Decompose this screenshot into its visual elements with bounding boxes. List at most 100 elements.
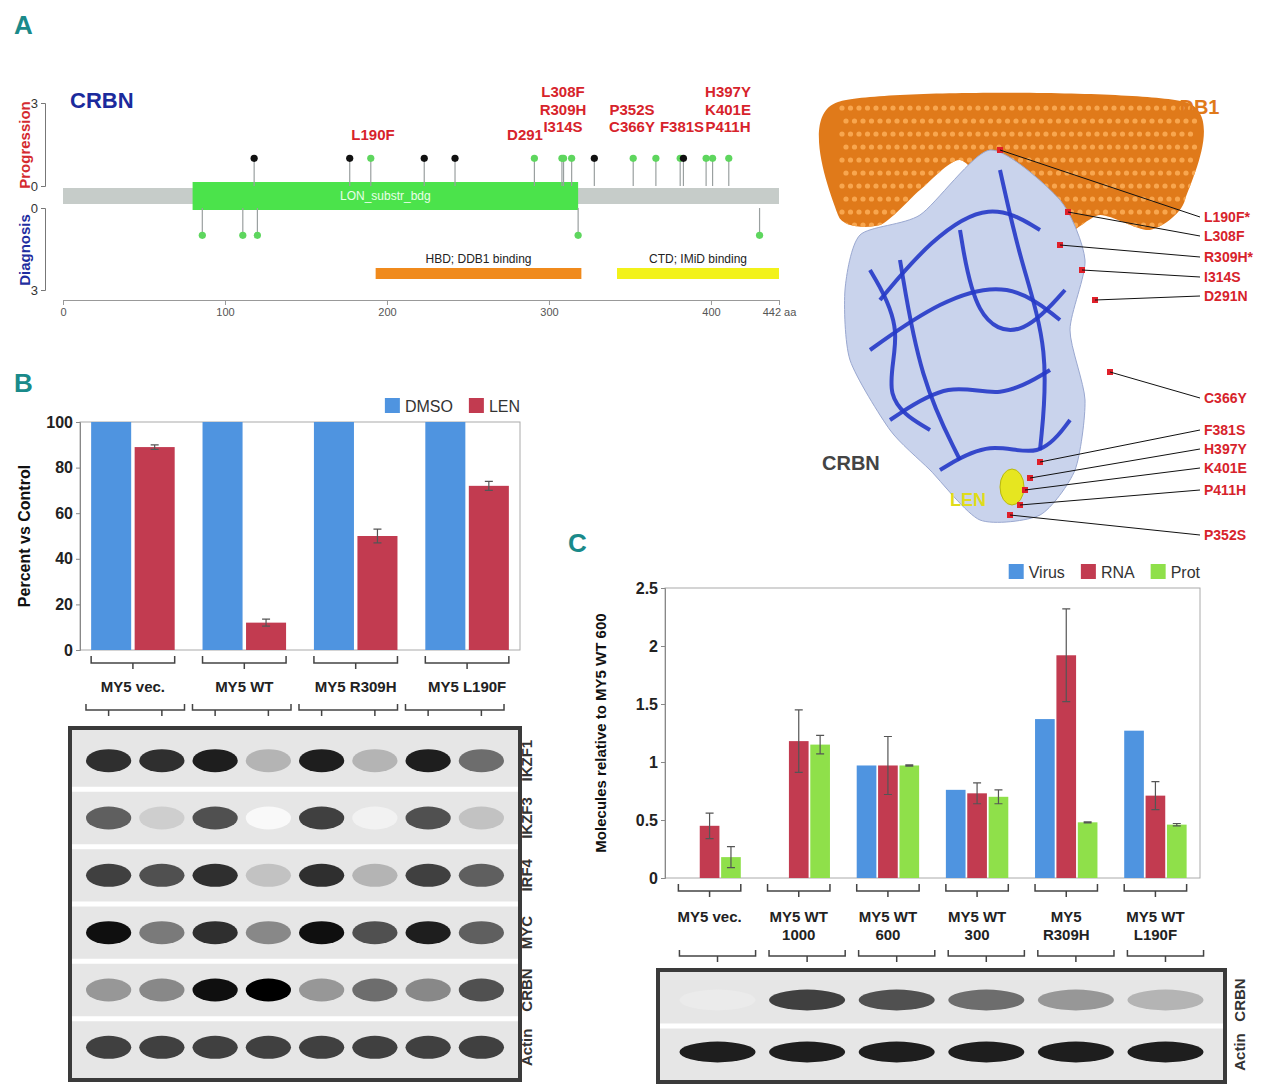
tick: 40 bbox=[55, 550, 80, 567]
surface-texture bbox=[907, 157, 912, 162]
lollipop-stem bbox=[680, 158, 681, 186]
lollipop-stem bbox=[728, 158, 729, 186]
surface-texture bbox=[903, 196, 908, 201]
surface-texture bbox=[984, 131, 989, 136]
blot-row-label: MYC bbox=[518, 916, 535, 950]
surface-texture bbox=[1137, 131, 1142, 136]
blot-band bbox=[352, 749, 397, 772]
surface-texture bbox=[967, 105, 972, 110]
surface-texture bbox=[1124, 170, 1129, 175]
category-bracket bbox=[857, 884, 919, 897]
surface-texture bbox=[1154, 157, 1159, 162]
surface-texture bbox=[839, 183, 844, 188]
crbn-surface bbox=[845, 150, 1086, 522]
leader-line bbox=[1020, 490, 1200, 505]
surface-texture bbox=[1128, 183, 1133, 188]
mutation-annotation: K401E bbox=[705, 101, 751, 118]
lollipop-chart: CRBNLON_substr_bdgHBD; DDB1 bindingCTD; … bbox=[16, 83, 797, 318]
blot-band bbox=[246, 807, 291, 830]
blot-band bbox=[769, 1042, 845, 1063]
surface-texture bbox=[1183, 196, 1188, 201]
surface-texture bbox=[1132, 144, 1137, 149]
surface-texture bbox=[1120, 105, 1125, 110]
surface-texture bbox=[1094, 105, 1099, 110]
surface-texture bbox=[950, 131, 955, 136]
blot-band bbox=[352, 807, 397, 830]
surface-texture bbox=[924, 183, 929, 188]
surface-texture bbox=[869, 222, 874, 227]
blot-row-label: Actin bbox=[518, 1029, 535, 1067]
category-bracket bbox=[91, 656, 175, 669]
surface-texture bbox=[873, 157, 878, 162]
surface-texture bbox=[839, 105, 844, 110]
surface-texture bbox=[975, 105, 980, 110]
tick-mark bbox=[76, 650, 80, 651]
lollipop-stem bbox=[563, 158, 564, 186]
lane-bracket bbox=[859, 950, 935, 962]
surface-texture bbox=[877, 144, 882, 149]
lollipop-dot bbox=[239, 232, 246, 239]
surface-texture bbox=[933, 157, 938, 162]
crbn-ribbon bbox=[890, 370, 1050, 420]
bar bbox=[810, 745, 830, 878]
surface-texture bbox=[1090, 170, 1095, 175]
blot-band bbox=[769, 990, 845, 1011]
surface-texture bbox=[1120, 183, 1125, 188]
surface-texture bbox=[843, 196, 848, 201]
blot-band bbox=[1038, 990, 1114, 1011]
lane-bracket bbox=[948, 950, 1024, 962]
surface-texture bbox=[992, 131, 997, 136]
surface-texture bbox=[1081, 118, 1086, 123]
surface-texture bbox=[1005, 118, 1010, 123]
surface-texture bbox=[1009, 105, 1014, 110]
tick: 442 aa bbox=[763, 300, 798, 318]
surface-texture bbox=[903, 170, 908, 175]
lollipop-stem bbox=[349, 158, 350, 186]
surface-texture bbox=[860, 222, 865, 227]
y-axis-line bbox=[76, 423, 81, 651]
surface-texture bbox=[1154, 131, 1159, 136]
tick-mark bbox=[661, 820, 665, 821]
mutation-annotation: C366Y bbox=[609, 118, 655, 135]
surface-texture bbox=[1175, 222, 1180, 227]
blot-band bbox=[459, 979, 504, 1002]
surface-texture bbox=[1107, 222, 1112, 227]
blot-band bbox=[299, 979, 344, 1002]
tick-mark bbox=[387, 300, 388, 305]
surface-texture bbox=[869, 196, 874, 201]
tick: 1.5 bbox=[636, 696, 665, 713]
row-separator bbox=[72, 902, 518, 907]
tick: 0.5 bbox=[636, 812, 665, 829]
blot-frame bbox=[70, 728, 520, 1080]
legend-swatch bbox=[1151, 564, 1166, 579]
error-bar bbox=[706, 813, 714, 839]
surface-texture bbox=[882, 183, 887, 188]
surface-texture bbox=[1154, 183, 1159, 188]
blot-row-label: CRBN bbox=[1231, 978, 1248, 1021]
blot-band bbox=[405, 807, 450, 830]
surface-texture bbox=[1103, 157, 1108, 162]
surface-texture bbox=[1111, 157, 1116, 162]
blot-row-label: IKZF3 bbox=[518, 797, 535, 839]
surface-texture bbox=[1141, 170, 1146, 175]
surface-texture bbox=[1039, 118, 1044, 123]
surface-texture bbox=[1145, 157, 1150, 162]
surface-texture bbox=[1158, 170, 1163, 175]
surface-texture bbox=[1188, 183, 1193, 188]
lollipop-stem bbox=[633, 158, 634, 186]
bar-chart: 020406080100DMSOLENPercent vs ControlMY5… bbox=[16, 398, 520, 695]
surface-texture bbox=[856, 157, 861, 162]
category-bracket bbox=[678, 884, 740, 897]
blot-band bbox=[192, 807, 237, 830]
surface-texture bbox=[1090, 144, 1095, 149]
surface-texture bbox=[1052, 131, 1057, 136]
tick-mark bbox=[661, 588, 665, 589]
lollipop-dot bbox=[568, 155, 575, 162]
error-bar bbox=[795, 710, 803, 773]
surface-texture bbox=[1077, 105, 1082, 110]
surface-texture bbox=[1013, 144, 1018, 149]
surface-texture bbox=[1166, 144, 1171, 149]
row-separator bbox=[72, 959, 518, 964]
surface-texture bbox=[903, 144, 908, 149]
tick-mark bbox=[41, 290, 45, 291]
